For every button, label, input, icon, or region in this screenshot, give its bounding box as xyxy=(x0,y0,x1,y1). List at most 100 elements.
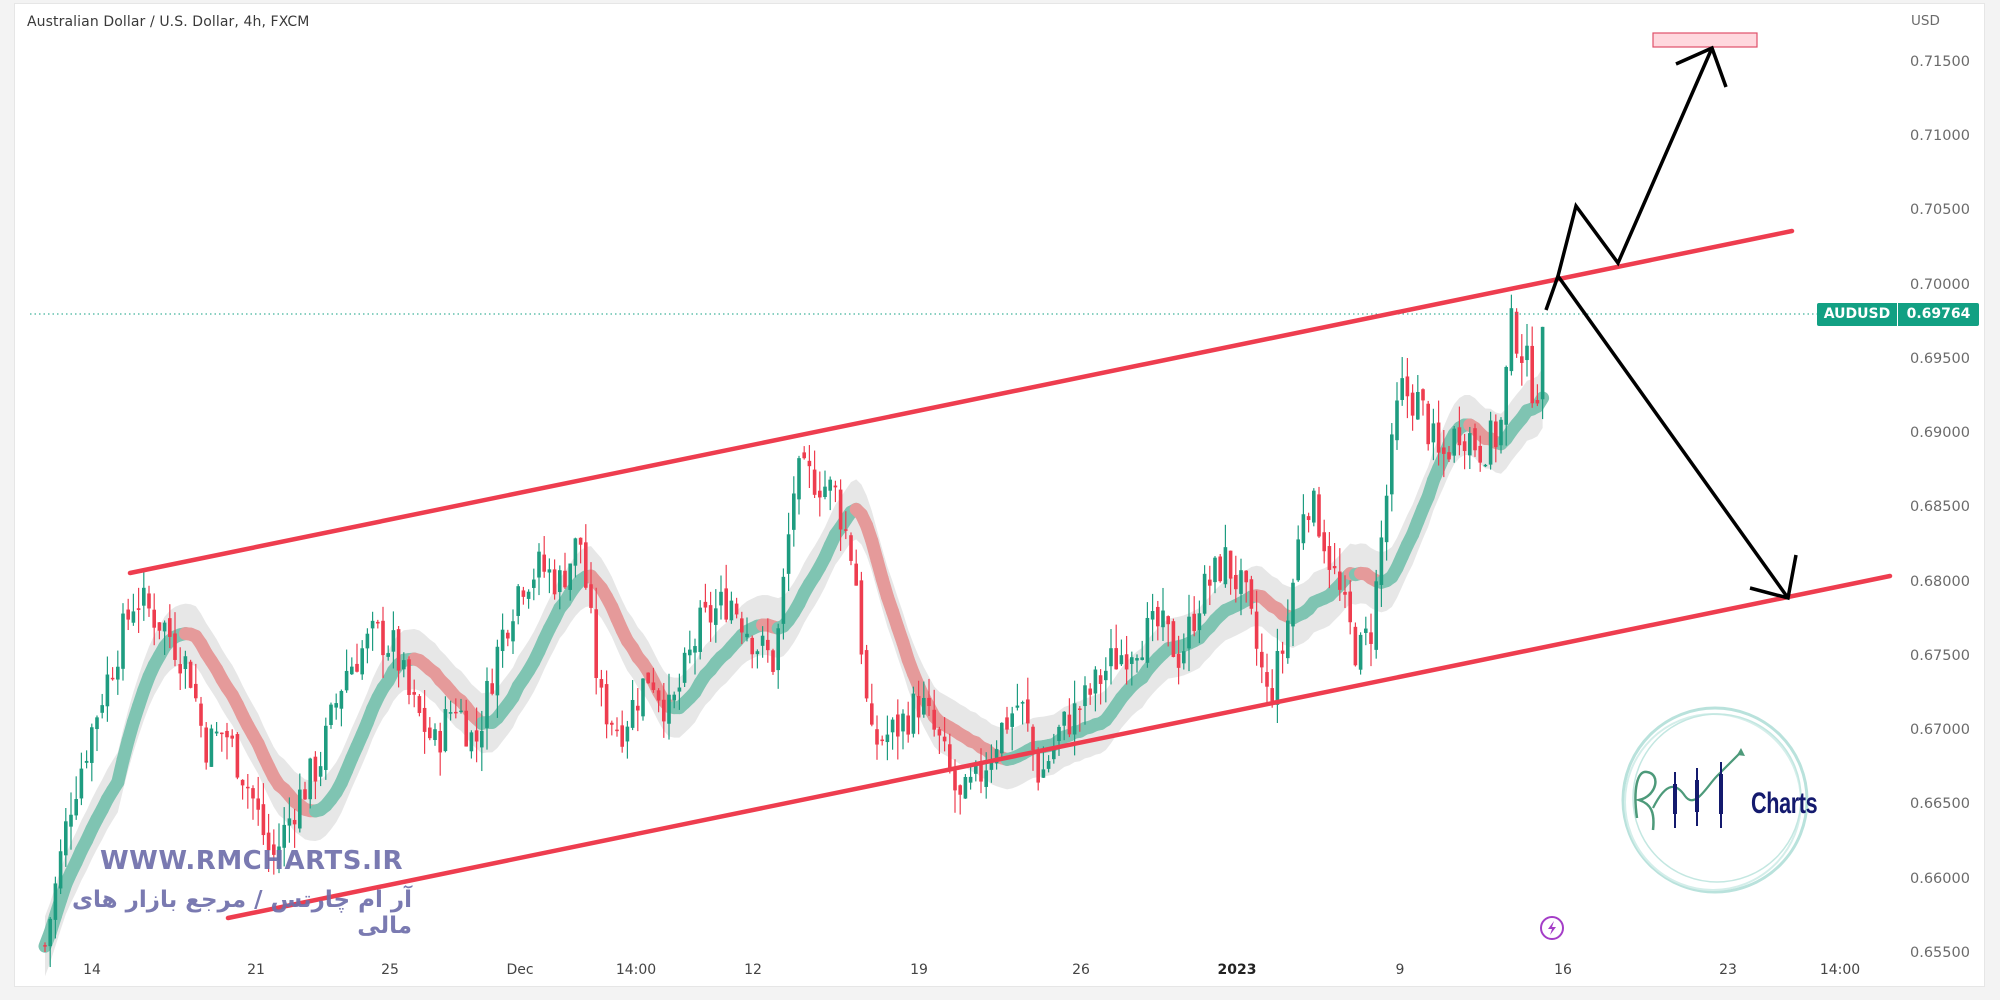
candle-down xyxy=(1338,571,1342,590)
candle-down xyxy=(844,529,848,531)
candle-down xyxy=(422,707,427,732)
candle-down xyxy=(646,672,650,684)
candle-down xyxy=(916,695,921,718)
time-tick-year: 2023 xyxy=(1217,962,1257,978)
candle-up xyxy=(516,586,520,616)
candle-down xyxy=(266,832,271,851)
candle-down xyxy=(1244,570,1248,583)
candle-up xyxy=(1010,713,1014,727)
candle-down xyxy=(194,683,198,699)
lightning-event-icon[interactable] xyxy=(1539,915,1565,941)
candle-down xyxy=(740,618,744,633)
candle-up xyxy=(1046,761,1051,769)
candle-up xyxy=(537,551,541,578)
candle-down xyxy=(251,788,255,799)
candle-down xyxy=(552,569,557,595)
candle-down xyxy=(854,563,858,586)
candle-up xyxy=(828,479,832,491)
candle-down xyxy=(937,729,942,736)
candle-up xyxy=(1223,547,1228,585)
candle-down xyxy=(1114,648,1118,670)
candle-down xyxy=(906,715,910,735)
candle-up xyxy=(433,729,437,741)
candle-down xyxy=(1322,532,1326,552)
price-tick: 0.70000 xyxy=(1910,277,1970,293)
candle-down xyxy=(1176,653,1181,668)
candle-down xyxy=(766,639,770,651)
candle-up xyxy=(688,649,692,656)
candle-up xyxy=(1062,711,1066,726)
candle-down xyxy=(620,725,624,747)
candle-up xyxy=(334,703,338,708)
price-tick: 0.67500 xyxy=(1910,648,1970,664)
candle-up xyxy=(324,725,328,770)
candle-down xyxy=(599,679,604,688)
candle-down xyxy=(506,632,510,639)
candle-up xyxy=(1187,616,1191,649)
bearish-scenario-arrow[interactable] xyxy=(1556,274,1790,600)
candle-up xyxy=(1057,726,1061,741)
candle-up xyxy=(963,776,968,799)
candle-up xyxy=(1135,658,1139,661)
candle-down xyxy=(610,722,614,725)
candle-down xyxy=(272,844,276,855)
candle-down xyxy=(1442,447,1446,454)
candle-down xyxy=(948,744,952,770)
candle-up xyxy=(402,660,406,670)
candle-down xyxy=(225,730,229,738)
candle-up xyxy=(797,458,801,500)
candle-up xyxy=(1374,581,1378,650)
price-tick: 0.68500 xyxy=(1910,499,1970,515)
candle-up xyxy=(1525,345,1529,361)
candle-up xyxy=(885,734,890,743)
candle-up xyxy=(526,591,531,599)
time-tick: 14:00 xyxy=(1819,962,1861,978)
candle-down xyxy=(584,542,588,588)
candle-up xyxy=(48,918,52,947)
candle-down xyxy=(1078,708,1082,710)
candle-up xyxy=(698,607,702,652)
price-tick: 0.69000 xyxy=(1910,425,1970,441)
candle-down xyxy=(1410,392,1415,416)
candle-up xyxy=(1384,495,1389,543)
candle-down xyxy=(563,570,567,588)
candle-down xyxy=(833,485,838,488)
candle-down xyxy=(157,622,162,631)
bullish-arrowhead-icon xyxy=(1675,45,1728,88)
bullish-scenario-arrow[interactable] xyxy=(1544,47,1714,311)
candle-down xyxy=(724,588,728,620)
watermark-url: WWW.RMCHARTS.IR xyxy=(100,846,404,876)
candle-up xyxy=(667,694,671,724)
candle-up xyxy=(911,693,916,734)
candle-up xyxy=(968,776,973,783)
candle-up xyxy=(1468,433,1472,456)
candle-up xyxy=(1161,610,1165,628)
candle-up xyxy=(1301,514,1306,544)
candle-up xyxy=(58,851,63,889)
candle-up xyxy=(1119,655,1124,665)
candle-down xyxy=(188,661,193,688)
candle-up xyxy=(786,534,791,574)
candle-up xyxy=(495,646,500,696)
candle-up xyxy=(443,709,448,752)
candle-down xyxy=(1473,428,1477,451)
candle-up xyxy=(277,846,281,860)
candle-down xyxy=(958,785,962,795)
candle-down xyxy=(750,637,754,655)
channel-lower-trendline[interactable] xyxy=(225,573,1893,921)
candle-up xyxy=(984,770,988,787)
candle-down xyxy=(1447,452,1451,460)
candle-up xyxy=(74,799,78,816)
candle-down xyxy=(849,535,853,561)
candle-up xyxy=(90,727,94,763)
time-tick: 14:00 xyxy=(615,962,657,978)
channel-upper-trendline[interactable] xyxy=(127,228,1795,576)
candle-down xyxy=(376,621,380,624)
target-zone-box[interactable] xyxy=(1652,32,1758,48)
candle-up xyxy=(1509,308,1514,372)
candle-down xyxy=(1088,688,1092,695)
candle-up xyxy=(69,814,73,827)
candle-down xyxy=(136,608,141,610)
time-tick: 23 xyxy=(1719,962,1737,978)
